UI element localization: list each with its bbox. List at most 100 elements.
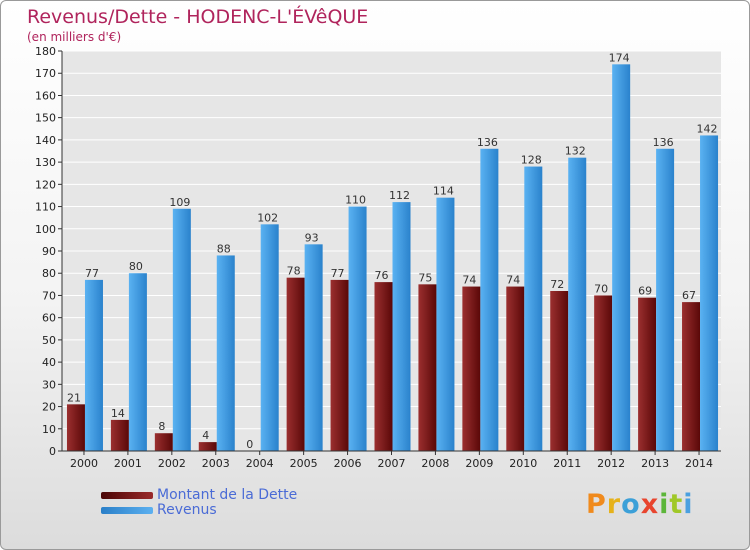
x-tick-label: 2013 bbox=[641, 457, 669, 470]
proxiti-logo: Proxiti bbox=[586, 489, 694, 520]
x-tick-label: 2002 bbox=[158, 457, 186, 470]
y-tick-label: 120 bbox=[35, 178, 56, 191]
bar-debt bbox=[330, 279, 349, 451]
bar-debt bbox=[374, 282, 393, 451]
bar-revenue bbox=[568, 157, 587, 451]
data-label-revenue: 114 bbox=[433, 185, 454, 198]
data-label-debt: 4 bbox=[202, 429, 209, 442]
data-label-revenue: 142 bbox=[697, 122, 718, 135]
data-label-debt: 76 bbox=[375, 269, 389, 282]
legend-label-revenue: Revenus bbox=[157, 502, 217, 518]
logo-letter: o bbox=[621, 489, 641, 520]
bar-revenue bbox=[128, 273, 147, 451]
y-tick-label: 70 bbox=[42, 289, 56, 302]
data-label-revenue: 174 bbox=[609, 51, 630, 64]
y-tick-label: 0 bbox=[49, 445, 56, 458]
bar-debt bbox=[418, 284, 437, 451]
bar-revenue bbox=[304, 244, 323, 451]
logo-letter: x bbox=[640, 489, 660, 520]
data-label-debt: 14 bbox=[111, 407, 125, 420]
y-tick-label: 160 bbox=[35, 89, 56, 102]
logo-letter: i bbox=[659, 489, 670, 520]
logo-letter: P bbox=[586, 489, 607, 520]
legend-swatch-revenue bbox=[101, 506, 153, 514]
x-tick-label: 2005 bbox=[290, 457, 318, 470]
data-label-debt: 72 bbox=[550, 278, 564, 291]
y-tick-label: 140 bbox=[35, 134, 56, 147]
data-label-revenue: 136 bbox=[653, 136, 674, 149]
x-tick-label: 2008 bbox=[421, 457, 449, 470]
data-label-revenue: 88 bbox=[217, 242, 231, 255]
data-label-debt: 69 bbox=[638, 285, 652, 298]
y-tick-label: 10 bbox=[42, 423, 56, 436]
y-tick-label: 150 bbox=[35, 112, 56, 125]
data-label-revenue: 136 bbox=[477, 136, 498, 149]
logo-letter: r bbox=[606, 489, 622, 520]
x-tick-label: 2006 bbox=[334, 457, 362, 470]
y-tick-label: 20 bbox=[42, 401, 56, 414]
x-tick-label: 2012 bbox=[597, 457, 625, 470]
y-tick-label: 80 bbox=[42, 267, 56, 280]
y-tick-label: 30 bbox=[42, 378, 56, 391]
bar-revenue bbox=[84, 279, 103, 451]
x-tick-label: 2011 bbox=[553, 457, 581, 470]
bar-revenue bbox=[700, 135, 719, 451]
data-label-revenue: 132 bbox=[565, 145, 586, 158]
data-label-debt: 21 bbox=[67, 391, 81, 404]
legend-item-debt: Montant de la Dette bbox=[101, 487, 297, 503]
bar-revenue bbox=[524, 166, 543, 452]
bar-debt bbox=[682, 302, 701, 451]
bar-debt bbox=[462, 286, 481, 451]
data-label-revenue: 102 bbox=[257, 211, 278, 224]
x-tick-label: 2014 bbox=[685, 457, 713, 470]
bar-revenue bbox=[172, 208, 191, 451]
bar-debt bbox=[638, 297, 657, 451]
data-label-revenue: 77 bbox=[85, 267, 99, 280]
y-tick-label: 60 bbox=[42, 312, 56, 325]
y-tick-label: 170 bbox=[35, 67, 56, 80]
bar-revenue bbox=[216, 255, 235, 451]
legend-label-debt: Montant de la Dette bbox=[157, 487, 298, 503]
data-label-debt: 74 bbox=[506, 274, 520, 287]
legend-swatch-debt bbox=[101, 491, 153, 499]
bar-revenue bbox=[348, 206, 367, 451]
data-label-debt: 77 bbox=[331, 267, 345, 280]
data-label-revenue: 128 bbox=[521, 154, 542, 167]
logo-letter: i bbox=[683, 489, 694, 520]
bar-debt bbox=[506, 286, 525, 451]
data-label-revenue: 109 bbox=[169, 196, 190, 209]
chart-subtitle: (en milliers d'€) bbox=[27, 30, 122, 44]
data-label-debt: 70 bbox=[594, 282, 608, 295]
data-label-debt: 75 bbox=[418, 271, 432, 284]
chart-title: Revenus/Dette - HODENC-L'ÉVêQUE bbox=[27, 6, 369, 28]
x-tick-label: 2007 bbox=[378, 457, 406, 470]
legend-item-revenue: Revenus bbox=[101, 502, 217, 518]
bar-revenue bbox=[392, 202, 411, 451]
x-tick-label: 2010 bbox=[509, 457, 537, 470]
data-label-revenue: 80 bbox=[129, 260, 143, 273]
data-label-debt: 8 bbox=[158, 420, 165, 433]
y-tick-label: 50 bbox=[42, 334, 56, 347]
x-tick-label: 2000 bbox=[70, 457, 98, 470]
data-label-debt: 78 bbox=[287, 265, 301, 278]
x-tick-label: 2001 bbox=[114, 457, 142, 470]
data-label-debt: 0 bbox=[246, 438, 253, 451]
x-tick-label: 2003 bbox=[202, 457, 230, 470]
bar-debt bbox=[286, 277, 305, 451]
bar-debt bbox=[66, 404, 85, 451]
bar-debt bbox=[154, 433, 173, 451]
data-label-debt: 74 bbox=[462, 274, 476, 287]
bar-revenue bbox=[436, 197, 455, 451]
y-tick-label: 90 bbox=[42, 245, 56, 258]
bar-revenue bbox=[260, 224, 279, 451]
bar-debt bbox=[550, 291, 569, 451]
data-label-revenue: 93 bbox=[305, 231, 319, 244]
bar-debt bbox=[198, 442, 217, 451]
data-label-revenue: 112 bbox=[389, 189, 410, 202]
x-tick-label: 2004 bbox=[246, 457, 274, 470]
data-label-debt: 67 bbox=[682, 289, 696, 302]
bar-revenue bbox=[612, 64, 631, 452]
y-tick-label: 100 bbox=[35, 223, 56, 236]
